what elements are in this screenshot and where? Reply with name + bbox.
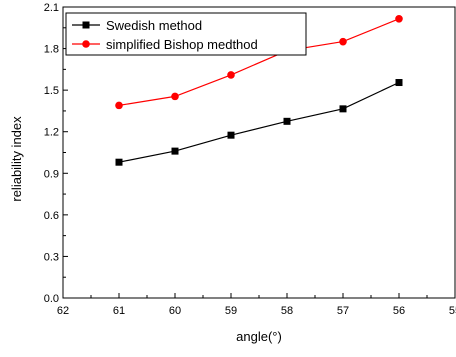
axes-layer: 0.0 0.3 0.6 0.9 1.2 1.5 1.8 2.1 62 61 60 59 58 57 56 55 [44,2,456,317]
y-tick-label: 1.8 [44,44,59,56]
x-tick-label: 62 [57,305,69,317]
data-point-swedish [227,131,235,139]
data-point-bishop [171,92,179,101]
data-point-swedish [339,105,347,113]
legend-marker-bishop [82,40,90,48]
legend-marker-swedish [82,21,90,29]
x-tick-label: 57 [337,305,349,317]
data-point-bishop [395,14,403,23]
x-tick-label: 58 [281,305,293,317]
y-tick-label: 0.0 [44,293,59,305]
x-axis-title: angle(°) [236,329,282,344]
series-line-swedish [118,81,400,163]
x-tick-label: 59 [225,305,237,317]
data-point-bishop [115,101,123,110]
series-line-bishop [118,18,400,106]
y-tick-label: 0.9 [44,168,59,180]
data-point-swedish [115,158,123,166]
data-point-swedish [283,117,291,125]
data-point-swedish [395,79,403,87]
legend-box [65,12,307,56]
y-axis-title: reliability index [9,116,24,202]
legend: Swedish method simplified Bishop medthod [65,12,307,56]
y-tick-label: 1.5 [44,85,59,97]
series-layer [115,14,403,166]
data-point-swedish [171,147,179,155]
y-tick-label: 0.6 [44,210,59,222]
data-point-bishop [339,37,347,46]
x-tick-label: 55 [449,305,456,317]
x-tick-label: 56 [393,305,405,317]
y-tick-label: 2.1 [44,2,59,14]
x-tick-label: 61 [113,305,125,317]
data-point-bishop [227,71,235,79]
y-tick-label: 0.3 [44,251,59,263]
x-tick-label: 60 [169,305,181,317]
legend-label-bishop: simplified Bishop medthod [106,37,258,52]
y-tick-label: 1.2 [44,127,59,139]
legend-label-swedish: Swedish method [106,18,202,33]
